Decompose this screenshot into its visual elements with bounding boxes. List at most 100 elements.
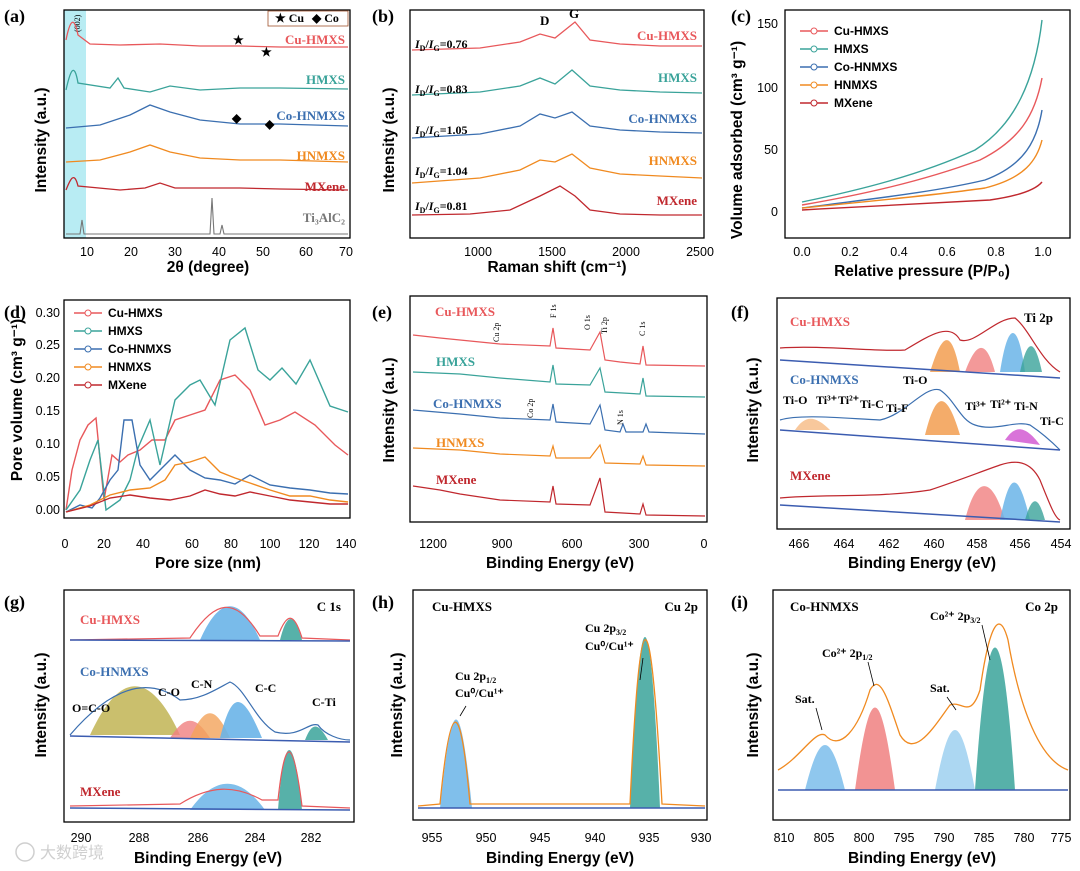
series-line-hnmxs [801, 139, 1043, 209]
x-tick: 60 [299, 245, 313, 259]
axes-frame [63, 299, 351, 519]
x-tick: 0.4 [890, 245, 907, 259]
axes-frame [63, 9, 351, 239]
peak-label: F 1s [549, 304, 558, 318]
x-axis-label: Binding Energy (eV) [848, 850, 996, 867]
fit-peak [190, 783, 265, 810]
series-line-cu-hmxs [65, 21, 348, 48]
x-tick: 790 [934, 831, 955, 845]
peak-label: Sat. [930, 681, 950, 695]
component-label: C-C [255, 681, 276, 695]
y-tick: 0.20 [36, 371, 60, 385]
axes-frame [63, 589, 355, 823]
x-tick: 805 [814, 831, 835, 845]
x-tick: 290 [71, 831, 92, 845]
band-d: D [540, 13, 549, 28]
x-tick: 50 [256, 245, 270, 259]
x-tick: 0.2 [841, 245, 858, 259]
series-line-mxene [412, 477, 706, 517]
component-label: Ti³⁺ [816, 393, 837, 407]
peak-label: Sat. [795, 692, 815, 706]
series-label: Co-HNMXS [276, 108, 345, 123]
component-label: C-O [158, 685, 180, 699]
y-axis-label: Volume adsorbed (cm³ g⁻¹) [729, 41, 746, 239]
series-line-mxene [411, 185, 702, 216]
panel-label: (h) [372, 592, 394, 613]
x-axis-label: Binding Energy (eV) [486, 555, 634, 572]
peak-label: C 1s [638, 322, 647, 336]
x-tick: 464 [834, 537, 855, 551]
x-tick: 0 [62, 537, 69, 551]
legend-co: ◆ Co [311, 11, 339, 25]
y-tick: 0.05 [36, 470, 60, 484]
x-tick: 0 [701, 537, 708, 551]
cu-marker: ★ [261, 45, 272, 59]
sample-label: Co-HNMXS [790, 599, 859, 614]
series-label: HMXS [306, 72, 345, 87]
x-axis-label: 2θ (degree) [167, 259, 249, 276]
axes-frame [784, 9, 1071, 239]
x-tick: 1200 [419, 537, 447, 551]
watermark: 大数跨境 [15, 842, 104, 862]
envelope-co-2p [777, 623, 1069, 771]
axes-frame [409, 9, 705, 239]
ratio-hmxs: ID/IG=0.83 [414, 82, 468, 98]
x-tick: 900 [492, 537, 513, 551]
series-label: Cu-HMXS [790, 314, 850, 329]
legend-label: Cu-HMXS [108, 306, 163, 320]
series-line-cu-hmxs [65, 374, 349, 511]
pointer [946, 696, 957, 711]
fit-peak [925, 401, 960, 435]
legend-box [267, 10, 349, 27]
x-axis-label: Binding Energy (eV) [848, 555, 996, 572]
panel-e: (e) Intensity (a.u.) Binding Energy (eV)… [372, 295, 708, 572]
panel-label: (e) [372, 302, 392, 323]
x-tick: 80 [224, 537, 238, 551]
x-tick: 288 [129, 831, 150, 845]
panel-label: (i) [731, 592, 748, 613]
x-tick: 40 [136, 537, 150, 551]
panel-h: (h) Intensity (a.u.) Binding Energy (eV)… [372, 589, 711, 867]
panel-label: (a) [4, 6, 25, 27]
highlight-band [64, 10, 86, 238]
series-line-cu-hmxs [411, 21, 702, 51]
series-line-hnmxs [411, 153, 703, 184]
peak-label-cu-2p3/2: Cu 2p3/2 [585, 621, 626, 637]
series-line-hmxs [411, 69, 703, 96]
x-tick: 780 [1014, 831, 1035, 845]
baseline [69, 807, 351, 811]
series-line-mxene [65, 489, 348, 513]
y-axis-label: Pore volume (cm³ g⁻¹) [9, 319, 26, 481]
axes-frame [772, 589, 1071, 821]
legend: Cu-HMXS HMXS Co-HNMXS HNMXS MXene [800, 24, 897, 110]
series-label: HMXS [436, 354, 475, 369]
series-label: MXene [80, 784, 121, 799]
series-label: Cu-HMXS [285, 32, 345, 47]
panel-title: Cu 2p [664, 599, 698, 614]
id-ig-ratios: ID/IG=0.76 ID/IG=0.83 ID/IG=1.05 ID/IG=1… [414, 37, 468, 215]
series-line-hnmxs [65, 144, 349, 163]
component-label: Ti²⁺ [838, 393, 859, 407]
x-tick: 2500 [686, 245, 714, 259]
envelope-mxene [69, 751, 351, 809]
component-label: Ti-O [903, 373, 927, 387]
x-tick: 100 [260, 537, 281, 551]
series-label: MXene [790, 468, 831, 483]
panel-g: (g) Intensity (a.u.) Binding Energy (eV)… [4, 589, 355, 867]
peak-label: Ti 2p [600, 317, 609, 334]
fit-peak [1020, 346, 1042, 372]
component-label: Ti-C [860, 397, 884, 411]
x-tick: 466 [789, 537, 810, 551]
envelope-co-hnmxs [69, 681, 351, 741]
x-tick: 20 [124, 245, 138, 259]
y-tick: 150 [757, 17, 778, 31]
series-line-hnmxs [65, 456, 349, 513]
pointer [459, 705, 467, 717]
pointer [867, 661, 875, 687]
y-axis-label: Intensity (a.u.) [745, 357, 762, 462]
fit-peak [930, 340, 960, 372]
x-tick: 1000 [464, 245, 492, 259]
x-tick: 456 [1010, 537, 1031, 551]
x-tick: 300 [629, 537, 650, 551]
series-line-mxene [801, 181, 1043, 211]
